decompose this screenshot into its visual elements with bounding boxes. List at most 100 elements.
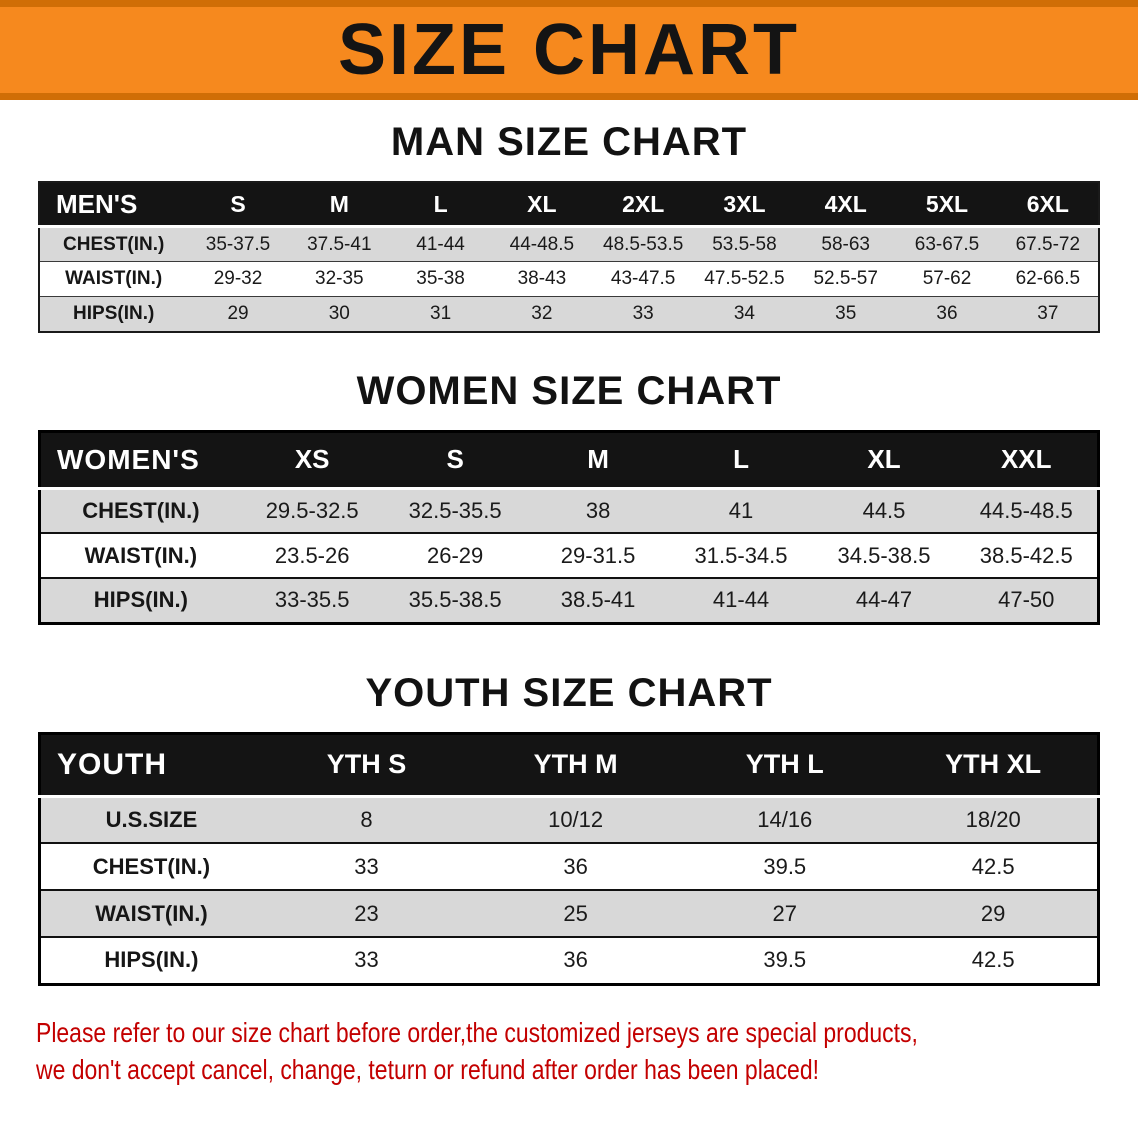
size-column-header: YTH XL (889, 733, 1099, 796)
men-table-label: MEN'S (39, 182, 188, 227)
measurement-row: HIPS(IN.) 29 30 31 32 33 34 35 36 37 (39, 296, 1099, 332)
row-label: HIPS(IN.) (93, 587, 188, 613)
measurement-row: U.S.SIZE 8 10/12 14/16 18/20 (39, 796, 1099, 843)
banner: SIZE CHART (0, 0, 1138, 100)
men-size-table-wrap: MEN'S S M L XL 2XL 3XL 4XL 5XL 6XL CHEST(IN.) 35-37… (38, 181, 1100, 333)
size-column-header: 5XL (896, 182, 998, 227)
women-header-row: WOMEN'S XS S M L XL XXL (39, 431, 1099, 488)
size-value-cell: 35-37.5 (205, 233, 271, 255)
size-value-cell: 25 (563, 900, 588, 926)
size-value-cell: 47-50 (998, 587, 1055, 613)
size-value-cell: 30 (328, 302, 350, 324)
size-value-cell: 42.5 (971, 853, 1015, 879)
size-value-cell: 36 (936, 302, 958, 324)
size-value-cell: 44-48.5 (509, 233, 575, 255)
size-value-cell: 38.5-42.5 (979, 542, 1073, 568)
size-column-header: L (669, 431, 813, 488)
measurement-row: CHEST(IN.) 35-37.5 37.5-41 41-44 44-48.5 48.5… (39, 226, 1099, 262)
size-column-header: 6XL (997, 182, 1099, 227)
notice-line-1: Please refer to our size chart before or… (36, 1016, 918, 1048)
size-column-header: S (187, 182, 289, 227)
women-size-table-wrap: WOMEN'S XS S M L XL XXL CHEST(IN.) 29.5-32.5 32.5… (38, 429, 1100, 625)
youth-size-section: YOUTH SIZE CHART YOUTH YTH S YTH M YTH L YTH… (0, 671, 1138, 986)
size-value-cell: 39.5 (763, 947, 807, 973)
notice-line-2: we don't accept cancel, change, teturn o… (36, 1054, 819, 1086)
row-label: CHEST(IN.) (63, 233, 165, 255)
men-header-row: MEN'S S M L XL 2XL 3XL 4XL 5XL 6XL (39, 182, 1099, 227)
size-value-cell: 29 (980, 900, 1006, 926)
size-column-header: M (526, 431, 670, 488)
size-value-cell: 48.5-53.5 (603, 233, 684, 255)
size-value-cell: 33-35.5 (274, 587, 350, 613)
size-value-cell: 29-31.5 (560, 542, 636, 568)
size-value-cell: 8 (360, 806, 373, 832)
page-title: SIZE CHART (338, 10, 800, 90)
women-size-table: WOMEN'S XS S M L XL XXL CHEST(IN.) 29.5-32.5 32.5… (38, 429, 1100, 625)
size-value-cell: 47.5-52.5 (704, 268, 785, 289)
size-value-cell: 10/12 (548, 806, 604, 832)
measurement-row: HIPS(IN.) 33 36 39.5 42.5 (39, 937, 1099, 984)
size-value-cell: 34.5-38.5 (837, 542, 931, 568)
men-size-section: MAN SIZE CHART MEN'S S M L XL 2XL 3XL 4XL 5XL 6XL… (0, 120, 1138, 333)
youth-table-label: YOUTH (39, 733, 262, 796)
row-label: HIPS(IN.) (104, 947, 199, 973)
size-value-cell: 38.5-41 (560, 587, 636, 613)
size-value-cell: 38-43 (517, 268, 567, 289)
size-value-cell: 29 (227, 302, 249, 324)
measurement-row: CHEST(IN.) 33 36 39.5 42.5 (39, 843, 1099, 890)
size-value-cell: 33 (354, 947, 379, 973)
size-value-cell: 41-44 (712, 587, 770, 613)
youth-header-row: YOUTH YTH S YTH M YTH L YTH XL (39, 733, 1099, 796)
order-notice: Please refer to our size chart before or… (36, 1014, 1102, 1090)
size-value-cell: 44-47 (855, 587, 913, 613)
size-value-cell: 58-63 (821, 233, 871, 255)
measurement-row: WAIST(IN.) 29-32 32-35 35-38 38-43 43-47.5 47.… (39, 261, 1099, 297)
size-value-cell: 29.5-32.5 (265, 497, 359, 523)
size-column-header: YTH S (261, 733, 472, 796)
row-label: WAIST(IN.) (65, 268, 163, 289)
size-value-cell: 37.5-41 (307, 233, 372, 255)
size-value-cell: 27 (772, 900, 797, 926)
size-value-cell: 44.5 (862, 497, 906, 523)
size-column-header: S (383, 431, 527, 488)
size-value-cell: 39.5 (763, 853, 807, 879)
size-value-cell: 33 (632, 302, 654, 324)
size-value-cell: 52.5-57 (813, 268, 878, 289)
size-value-cell: 41 (728, 497, 754, 523)
youth-size-table-wrap: YOUTH YTH S YTH M YTH L YTH XL U.S.SIZE 8 10/12… (38, 731, 1100, 986)
size-value-cell: 14/16 (757, 806, 813, 832)
size-value-cell: 31.5-34.5 (694, 542, 788, 568)
size-value-cell: 34 (733, 302, 755, 324)
size-column-header: XL (812, 431, 956, 488)
size-value-cell: 44.5-48.5 (979, 497, 1073, 523)
size-column-header: YTH M (471, 733, 681, 796)
women-size-section: WOMEN SIZE CHART WOMEN'S XS S M L XL XXL CHEST(… (0, 369, 1138, 625)
size-value-cell: 32 (531, 302, 553, 324)
size-value-cell: 35-38 (416, 268, 465, 289)
size-value-cell: 57-62 (922, 268, 972, 289)
size-value-cell: 32.5-35.5 (408, 497, 502, 523)
measurement-row: WAIST(IN.) 23 25 27 29 (39, 890, 1099, 937)
size-value-cell: 63-67.5 (914, 233, 980, 255)
youth-size-table: YOUTH YTH S YTH M YTH L YTH XL U.S.SIZE 8 10/12… (38, 731, 1100, 986)
men-section-title: MAN SIZE CHART (390, 120, 748, 164)
size-value-cell: 43-47.5 (610, 268, 676, 289)
row-label: HIPS(IN.) (73, 302, 155, 324)
size-column-header: XS (240, 431, 384, 488)
measurement-row: HIPS(IN.) 33-35.5 35.5-38.5 38.5-41 41-44 44-… (39, 578, 1099, 623)
size-column-header: L (389, 182, 492, 227)
size-value-cell: 53.5-58 (712, 233, 777, 255)
size-value-cell: 29-32 (213, 268, 263, 289)
row-label: CHEST(IN.) (92, 853, 211, 879)
size-column-header: 2XL (592, 182, 694, 227)
size-value-cell: 18/20 (965, 806, 1021, 832)
size-value-cell: 23 (354, 900, 379, 926)
size-column-header: 3XL (693, 182, 796, 227)
size-value-cell: 42.5 (971, 947, 1015, 973)
women-table-label: WOMEN'S (39, 431, 241, 488)
size-column-header: XXL (955, 431, 1099, 488)
row-label: WAIST(IN.) (84, 542, 198, 568)
size-value-cell: 32-35 (315, 268, 364, 289)
size-value-cell: 26-29 (426, 542, 484, 568)
